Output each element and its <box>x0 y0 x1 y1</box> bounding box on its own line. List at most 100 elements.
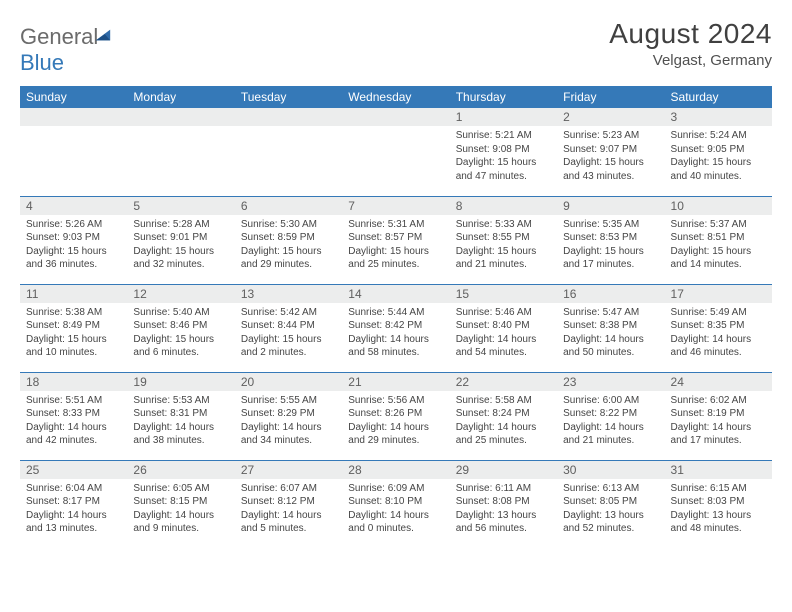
daylight-line: Daylight: 14 hours and 50 minutes. <box>563 333 658 360</box>
daylight-line: Daylight: 14 hours and 0 minutes. <box>348 509 443 536</box>
day-number: 20 <box>235 373 342 391</box>
sunset-line: Sunset: 8:46 PM <box>133 319 228 333</box>
day-details: Sunrise: 6:07 AMSunset: 8:12 PMDaylight:… <box>235 479 342 539</box>
calendar-day-cell <box>20 108 127 196</box>
page-header: GeneralBlue August 2024 Velgast, Germany <box>20 18 772 76</box>
page-title: August 2024 <box>609 18 772 50</box>
sunrise-line: Sunrise: 5:46 AM <box>456 306 551 320</box>
daylight-line: Daylight: 15 hours and 6 minutes. <box>133 333 228 360</box>
day-number: 11 <box>20 285 127 303</box>
sunrise-line: Sunrise: 5:28 AM <box>133 218 228 232</box>
sunrise-line: Sunrise: 5:58 AM <box>456 394 551 408</box>
sunrise-line: Sunrise: 5:24 AM <box>671 129 766 143</box>
calendar-day-cell: 1Sunrise: 5:21 AMSunset: 9:08 PMDaylight… <box>450 108 557 196</box>
calendar-day-cell: 20Sunrise: 5:55 AMSunset: 8:29 PMDayligh… <box>235 372 342 460</box>
sunset-line: Sunset: 8:33 PM <box>26 407 121 421</box>
calendar-day-cell: 8Sunrise: 5:33 AMSunset: 8:55 PMDaylight… <box>450 196 557 284</box>
calendar-day-cell: 12Sunrise: 5:40 AMSunset: 8:46 PMDayligh… <box>127 284 234 372</box>
daylight-line: Daylight: 15 hours and 17 minutes. <box>563 245 658 272</box>
sunset-line: Sunset: 8:19 PM <box>671 407 766 421</box>
sunset-line: Sunset: 8:29 PM <box>241 407 336 421</box>
calendar-day-cell: 19Sunrise: 5:53 AMSunset: 8:31 PMDayligh… <box>127 372 234 460</box>
day-number: 19 <box>127 373 234 391</box>
sunrise-line: Sunrise: 5:38 AM <box>26 306 121 320</box>
day-details: Sunrise: 5:42 AMSunset: 8:44 PMDaylight:… <box>235 303 342 363</box>
sunset-line: Sunset: 8:05 PM <box>563 495 658 509</box>
logo: GeneralBlue <box>20 18 112 76</box>
daylight-line: Daylight: 14 hours and 5 minutes. <box>241 509 336 536</box>
day-details: Sunrise: 5:23 AMSunset: 9:07 PMDaylight:… <box>557 126 664 186</box>
day-number: 18 <box>20 373 127 391</box>
calendar-day-cell: 5Sunrise: 5:28 AMSunset: 9:01 PMDaylight… <box>127 196 234 284</box>
calendar-day-cell: 3Sunrise: 5:24 AMSunset: 9:05 PMDaylight… <box>665 108 772 196</box>
sunrise-line: Sunrise: 5:56 AM <box>348 394 443 408</box>
daylight-line: Daylight: 14 hours and 42 minutes. <box>26 421 121 448</box>
weekday-header: Monday <box>127 86 234 108</box>
sunrise-line: Sunrise: 5:47 AM <box>563 306 658 320</box>
calendar-day-cell: 2Sunrise: 5:23 AMSunset: 9:07 PMDaylight… <box>557 108 664 196</box>
sunset-line: Sunset: 8:10 PM <box>348 495 443 509</box>
day-details: Sunrise: 6:15 AMSunset: 8:03 PMDaylight:… <box>665 479 772 539</box>
weekday-header: Sunday <box>20 86 127 108</box>
day-number-empty <box>127 108 234 126</box>
sunset-line: Sunset: 8:57 PM <box>348 231 443 245</box>
calendar-day-cell <box>127 108 234 196</box>
sunset-line: Sunset: 8:49 PM <box>26 319 121 333</box>
day-details: Sunrise: 5:30 AMSunset: 8:59 PMDaylight:… <box>235 215 342 275</box>
calendar-day-cell <box>342 108 449 196</box>
day-number: 9 <box>557 197 664 215</box>
weekday-header: Saturday <box>665 86 772 108</box>
day-details: Sunrise: 6:13 AMSunset: 8:05 PMDaylight:… <box>557 479 664 539</box>
daylight-line: Daylight: 13 hours and 56 minutes. <box>456 509 551 536</box>
sunset-line: Sunset: 9:07 PM <box>563 143 658 157</box>
sunrise-line: Sunrise: 6:09 AM <box>348 482 443 496</box>
sunrise-line: Sunrise: 6:05 AM <box>133 482 228 496</box>
day-number: 17 <box>665 285 772 303</box>
sunrise-line: Sunrise: 5:40 AM <box>133 306 228 320</box>
daylight-line: Daylight: 14 hours and 29 minutes. <box>348 421 443 448</box>
day-details: Sunrise: 5:55 AMSunset: 8:29 PMDaylight:… <box>235 391 342 451</box>
day-number: 25 <box>20 461 127 479</box>
day-details: Sunrise: 6:00 AMSunset: 8:22 PMDaylight:… <box>557 391 664 451</box>
sunrise-line: Sunrise: 5:30 AM <box>241 218 336 232</box>
sunset-line: Sunset: 8:15 PM <box>133 495 228 509</box>
day-number: 26 <box>127 461 234 479</box>
day-details: Sunrise: 5:26 AMSunset: 9:03 PMDaylight:… <box>20 215 127 275</box>
weekday-header: Tuesday <box>235 86 342 108</box>
sunset-line: Sunset: 8:12 PM <box>241 495 336 509</box>
day-number-empty <box>20 108 127 126</box>
daylight-line: Daylight: 15 hours and 32 minutes. <box>133 245 228 272</box>
daylight-line: Daylight: 15 hours and 47 minutes. <box>456 156 551 183</box>
calendar-day-cell: 11Sunrise: 5:38 AMSunset: 8:49 PMDayligh… <box>20 284 127 372</box>
daylight-line: Daylight: 15 hours and 21 minutes. <box>456 245 551 272</box>
weekday-header: Thursday <box>450 86 557 108</box>
day-number: 3 <box>665 108 772 126</box>
calendar-body: 1Sunrise: 5:21 AMSunset: 9:08 PMDaylight… <box>20 108 772 548</box>
daylight-line: Daylight: 14 hours and 58 minutes. <box>348 333 443 360</box>
calendar-week-row: 4Sunrise: 5:26 AMSunset: 9:03 PMDaylight… <box>20 196 772 284</box>
day-details: Sunrise: 5:44 AMSunset: 8:42 PMDaylight:… <box>342 303 449 363</box>
daylight-line: Daylight: 15 hours and 2 minutes. <box>241 333 336 360</box>
daylight-line: Daylight: 14 hours and 25 minutes. <box>456 421 551 448</box>
calendar-day-cell: 21Sunrise: 5:56 AMSunset: 8:26 PMDayligh… <box>342 372 449 460</box>
day-details: Sunrise: 5:53 AMSunset: 8:31 PMDaylight:… <box>127 391 234 451</box>
day-details: Sunrise: 5:49 AMSunset: 8:35 PMDaylight:… <box>665 303 772 363</box>
day-details: Sunrise: 6:04 AMSunset: 8:17 PMDaylight:… <box>20 479 127 539</box>
daylight-line: Daylight: 14 hours and 38 minutes. <box>133 421 228 448</box>
daylight-line: Daylight: 14 hours and 34 minutes. <box>241 421 336 448</box>
day-number: 2 <box>557 108 664 126</box>
calendar-day-cell <box>235 108 342 196</box>
day-number: 29 <box>450 461 557 479</box>
calendar-day-cell: 18Sunrise: 5:51 AMSunset: 8:33 PMDayligh… <box>20 372 127 460</box>
sunset-line: Sunset: 9:05 PM <box>671 143 766 157</box>
day-number: 27 <box>235 461 342 479</box>
sunrise-line: Sunrise: 6:00 AM <box>563 394 658 408</box>
sunrise-line: Sunrise: 5:42 AM <box>241 306 336 320</box>
calendar-day-cell: 25Sunrise: 6:04 AMSunset: 8:17 PMDayligh… <box>20 460 127 548</box>
sunrise-line: Sunrise: 6:04 AM <box>26 482 121 496</box>
daylight-line: Daylight: 14 hours and 13 minutes. <box>26 509 121 536</box>
day-number: 24 <box>665 373 772 391</box>
day-number: 22 <box>450 373 557 391</box>
daylight-line: Daylight: 15 hours and 43 minutes. <box>563 156 658 183</box>
sunset-line: Sunset: 8:17 PM <box>26 495 121 509</box>
